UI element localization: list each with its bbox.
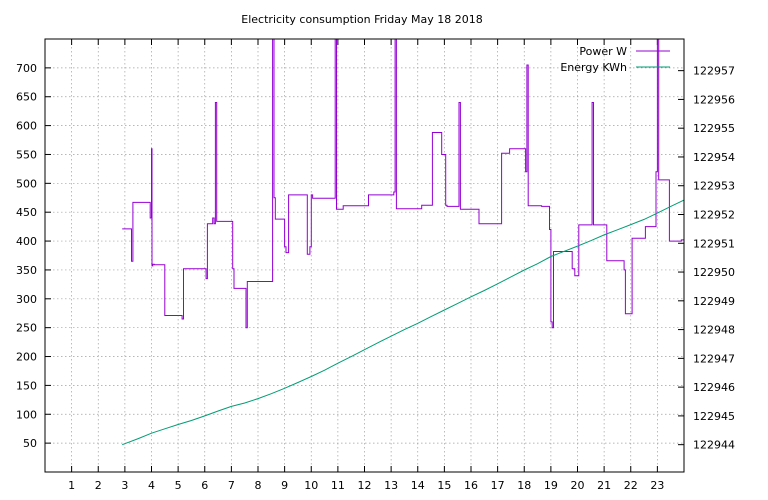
x-tick-label: 2 <box>95 479 102 492</box>
y2-tick-label: 122946 <box>693 381 735 394</box>
x-tick-label: 17 <box>491 479 505 492</box>
x-tick-label: 11 <box>331 479 345 492</box>
y-tick-label: 500 <box>16 177 37 190</box>
grid <box>45 39 684 472</box>
y2-tick-label: 122945 <box>693 410 735 423</box>
x-tick-label: 6 <box>201 479 208 492</box>
y2-tick-label: 122944 <box>693 439 735 452</box>
y-tick-label: 400 <box>16 235 37 248</box>
y2-tick-label: 122957 <box>693 65 735 78</box>
y-axis-left: 50 100 150 200 250 300 350 400 450 500 550 600 650 70… <box>16 62 51 450</box>
x-tick-label: 8 <box>255 479 262 492</box>
x-tick-label: 22 <box>624 479 638 492</box>
y2-tick-label: 122948 <box>693 324 735 337</box>
x-tick-label: 16 <box>464 479 478 492</box>
y2-tick-label: 122956 <box>693 93 735 106</box>
y-tick-label: 200 <box>16 351 37 364</box>
energy-series-line <box>122 199 684 446</box>
y2-tick-label: 122950 <box>693 266 735 279</box>
y2-tick-label: 122955 <box>693 122 735 135</box>
x-tick-label: 20 <box>571 479 585 492</box>
x-tick-label: 7 <box>228 479 235 492</box>
chart-title: Electricity consumption Friday May 18 20… <box>241 13 482 26</box>
y-axis-right: 122944 122945 122946 122947 122948 122949 1229… <box>678 65 735 452</box>
y-tick-label: 50 <box>23 437 37 450</box>
legend-label: Power W <box>579 45 627 58</box>
y2-tick-label: 122951 <box>693 237 735 250</box>
y2-tick-label: 122952 <box>693 209 735 222</box>
y2-tick-label: 122954 <box>693 151 735 164</box>
y2-tick-label: 122953 <box>693 180 735 193</box>
x-tick-label: 4 <box>148 479 155 492</box>
x-axis: 1 2 3 4 5 6 7 8 9 10 11 12 13 14 15 16 17 18 19 20 21 22 23 <box>68 39 664 492</box>
x-tick-label: 1 <box>68 479 75 492</box>
x-tick-label: 18 <box>517 479 531 492</box>
legend-label: Energy KWh <box>560 61 627 74</box>
y-tick-label: 100 <box>16 408 37 421</box>
y-tick-label: 300 <box>16 293 37 306</box>
y-tick-label: 600 <box>16 120 37 133</box>
y-tick-label: 250 <box>16 322 37 335</box>
y-tick-label: 650 <box>16 91 37 104</box>
y2-tick-label: 122947 <box>693 352 735 365</box>
x-tick-label: 3 <box>121 479 128 492</box>
x-tick-label: 15 <box>437 479 451 492</box>
y-tick-label: 700 <box>16 62 37 75</box>
x-tick-label: 9 <box>281 479 288 492</box>
y-tick-label: 550 <box>16 148 37 161</box>
x-tick-label: 5 <box>175 479 182 492</box>
y2-tick-label: 122949 <box>693 295 735 308</box>
y-tick-label: 450 <box>16 206 37 219</box>
x-tick-label: 23 <box>650 479 664 492</box>
y-tick-label: 350 <box>16 264 37 277</box>
power-series-line <box>122 39 684 329</box>
legend: Power W Energy KWh <box>560 45 670 74</box>
series-layer <box>122 39 684 446</box>
x-tick-label: 13 <box>384 479 398 492</box>
plot-border <box>44 38 685 473</box>
x-tick-label: 21 <box>597 479 611 492</box>
x-tick-label: 10 <box>304 479 318 492</box>
x-tick-label: 14 <box>411 479 425 492</box>
x-tick-label: 19 <box>544 479 558 492</box>
y-tick-label: 150 <box>16 379 37 392</box>
x-tick-label: 12 <box>358 479 372 492</box>
